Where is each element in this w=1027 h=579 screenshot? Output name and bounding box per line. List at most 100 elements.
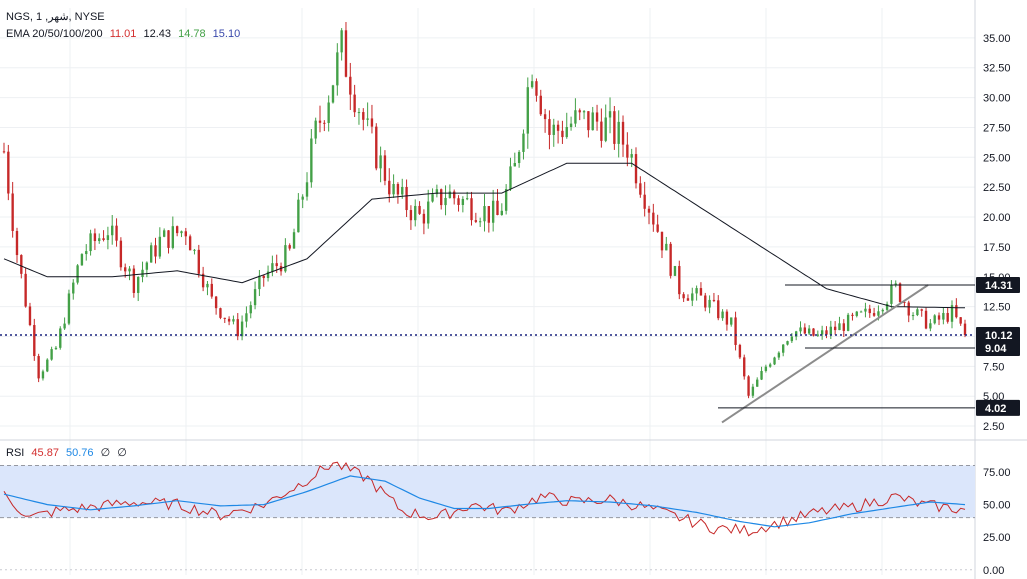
candle-body [232, 319, 235, 322]
ema-100-value: 14.78 [178, 28, 206, 40]
candle-body [838, 323, 841, 331]
candle-body [474, 220, 478, 222]
candle-body [608, 111, 612, 118]
candle-body [383, 155, 387, 181]
candle-body [240, 321, 244, 337]
candle-body [180, 231, 183, 234]
candle-body [137, 277, 140, 293]
ema-20-value: 11.01 [109, 28, 137, 40]
candle-body [167, 230, 170, 248]
support-trendline[interactable] [721, 284, 929, 424]
candle-body [275, 263, 278, 267]
candle-body [465, 198, 469, 200]
candle-body [119, 240, 123, 268]
candle-body [336, 52, 339, 86]
candle-body [106, 235, 110, 240]
candle-body [816, 334, 820, 336]
price-tick-label: 17.50 [983, 242, 1011, 254]
candle-body [470, 198, 473, 221]
price-tick-label: 22.50 [983, 182, 1011, 194]
candle-body [630, 154, 633, 158]
candle-body [210, 283, 213, 297]
price-tick-label: 35.00 [983, 33, 1011, 45]
candle-body [872, 313, 876, 316]
candle-body [950, 305, 954, 322]
candle-body [924, 310, 928, 329]
candle-body [24, 273, 27, 307]
candle-body [370, 118, 374, 127]
candle-body [132, 268, 136, 293]
candle-body [634, 154, 638, 184]
ema-legend[interactable]: EMA 20/50/100/200 11.01 12.43 14.78 15.1… [6, 28, 244, 40]
candle-body [431, 194, 434, 202]
candle-body [50, 349, 53, 360]
candle-body [942, 312, 945, 320]
candle-body [517, 151, 521, 164]
candle-body [124, 267, 127, 272]
candle-body [223, 317, 226, 319]
price-tag-box [976, 339, 1020, 356]
candle-body [929, 323, 932, 329]
candle-body [790, 336, 794, 342]
candle-body [833, 326, 837, 331]
candle-body [141, 269, 144, 278]
candle-body [617, 121, 620, 144]
candle-body [725, 311, 729, 325]
candle-body [643, 194, 646, 209]
candle-body [175, 226, 179, 234]
rsi-line [3, 461, 966, 537]
candle-body [530, 81, 534, 88]
candle-body [721, 311, 724, 319]
candle-body [920, 309, 923, 311]
candle-body [54, 347, 58, 350]
candle-body [85, 251, 88, 255]
candle-body [803, 327, 807, 334]
candle-body [401, 186, 404, 195]
candle-body [682, 294, 685, 299]
candle-body [427, 201, 430, 224]
symbol-legend[interactable]: NGS, شهر, 1, NYSE [6, 10, 109, 23]
candle-body [794, 331, 798, 337]
rsi-legend[interactable]: RSI 45.87 50.76 ∅ ∅ [6, 446, 131, 459]
candle-body [28, 306, 32, 326]
candle-body [344, 30, 348, 77]
candle-body [297, 199, 300, 233]
candle-body [769, 364, 772, 367]
candle-body [933, 315, 936, 324]
price-tag-box [976, 327, 1020, 344]
candle-body [660, 231, 664, 251]
candle-body [626, 144, 629, 158]
price-tag-box [976, 276, 1020, 293]
candle-body [457, 198, 460, 206]
candle-body [898, 283, 902, 302]
rsi-tick-label: 50.00 [983, 500, 1011, 512]
candle-body [907, 302, 910, 316]
candle-body [734, 317, 737, 345]
ema-50-value: 12.43 [143, 28, 172, 40]
candle-body [894, 283, 897, 285]
candle-body [496, 200, 499, 216]
price-tags: 14.31 10.129.04 4.02 [976, 276, 1020, 416]
price-axis[interactable]: 2.505.007.5010.0012.5015.0017.5020.0022.… [983, 33, 1011, 433]
candle-body [201, 273, 205, 288]
price-tag-label: 14.31 [985, 280, 1013, 292]
candle-body [422, 213, 426, 224]
candle-body [708, 299, 711, 308]
candle-body [526, 87, 529, 134]
candle-body [751, 386, 755, 396]
candle-body [782, 344, 785, 353]
candle-body [552, 124, 555, 135]
candle-body [903, 301, 906, 303]
price-tick-label: 20.00 [983, 212, 1011, 224]
candle-body [59, 328, 62, 348]
candle-body [63, 323, 66, 329]
candle-body [825, 330, 828, 335]
rsi-axis[interactable]: 0.00 25.00 50.00 75.00 [983, 467, 1011, 577]
ema-label: EMA 20/50/100/200 [6, 28, 103, 40]
candle-body [37, 356, 40, 379]
candle-body [292, 232, 296, 249]
candle-body [877, 311, 880, 316]
candle-body [491, 200, 495, 223]
candle-body [323, 122, 326, 124]
